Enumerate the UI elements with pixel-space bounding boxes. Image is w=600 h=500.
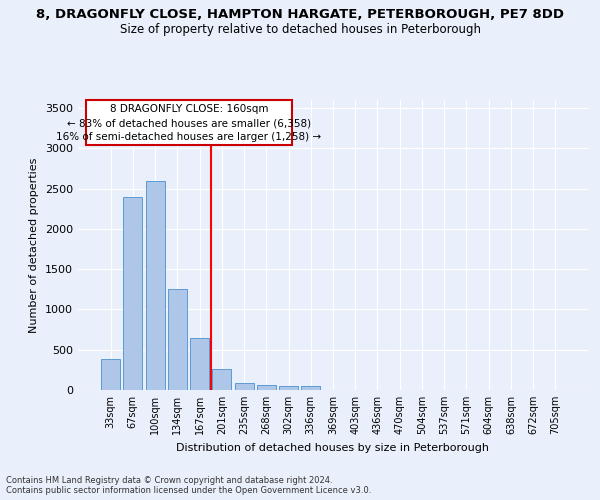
Bar: [101, 358, 120, 390]
Bar: [279, 386, 298, 390]
Bar: [190, 338, 209, 390]
Text: ← 83% of detached houses are smaller (6,358): ← 83% of detached houses are smaller (6,…: [67, 118, 311, 128]
Text: Size of property relative to detached houses in Peterborough: Size of property relative to detached ho…: [119, 22, 481, 36]
Text: 16% of semi-detached houses are larger (1,258) →: 16% of semi-detached houses are larger (…: [56, 132, 322, 142]
Bar: [168, 290, 187, 390]
Text: 8 DRAGONFLY CLOSE: 160sqm: 8 DRAGONFLY CLOSE: 160sqm: [110, 104, 268, 114]
Bar: [146, 180, 164, 390]
Bar: [212, 369, 231, 390]
Bar: [301, 386, 320, 390]
Bar: [235, 383, 254, 390]
Text: Contains HM Land Registry data © Crown copyright and database right 2024.
Contai: Contains HM Land Registry data © Crown c…: [6, 476, 371, 495]
X-axis label: Distribution of detached houses by size in Peterborough: Distribution of detached houses by size …: [176, 442, 490, 452]
Y-axis label: Number of detached properties: Number of detached properties: [29, 158, 40, 332]
Text: 8, DRAGONFLY CLOSE, HAMPTON HARGATE, PETERBOROUGH, PE7 8DD: 8, DRAGONFLY CLOSE, HAMPTON HARGATE, PET…: [36, 8, 564, 20]
Bar: [257, 385, 276, 390]
Bar: [124, 196, 142, 390]
